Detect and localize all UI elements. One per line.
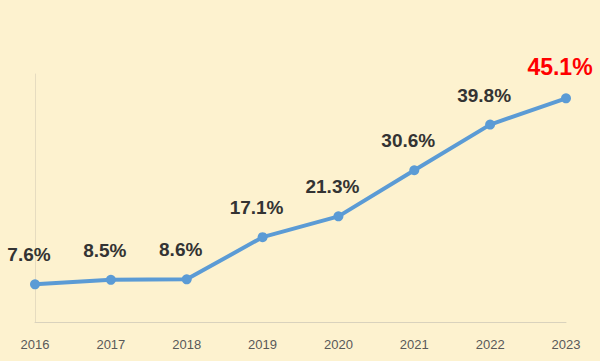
svg-text:17.1%: 17.1%: [230, 197, 284, 218]
svg-text:2023: 2023: [552, 337, 581, 352]
svg-text:21.3%: 21.3%: [305, 176, 359, 197]
svg-text:2019: 2019: [248, 337, 277, 352]
svg-text:2016: 2016: [21, 337, 50, 352]
svg-text:39.8%: 39.8%: [457, 85, 511, 106]
svg-text:8.6%: 8.6%: [159, 239, 202, 260]
svg-text:2020: 2020: [324, 337, 353, 352]
svg-text:30.6%: 30.6%: [381, 130, 435, 151]
svg-text:8.5%: 8.5%: [83, 240, 126, 261]
svg-text:2022: 2022: [476, 337, 505, 352]
svg-text:45.1%: 45.1%: [527, 54, 592, 80]
svg-text:2021: 2021: [400, 337, 429, 352]
svg-text:2018: 2018: [172, 337, 201, 352]
svg-text:7.6%: 7.6%: [7, 244, 50, 265]
svg-text:2017: 2017: [96, 337, 125, 352]
